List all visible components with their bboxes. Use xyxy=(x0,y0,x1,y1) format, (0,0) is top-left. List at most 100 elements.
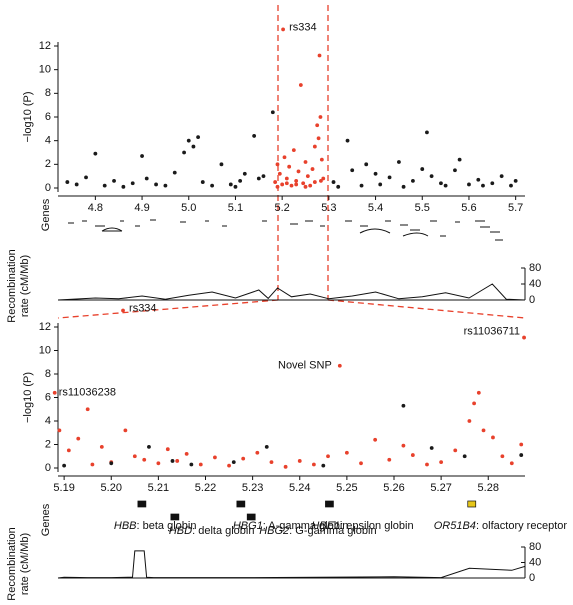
gene-symbol: HBE1 xyxy=(311,520,340,532)
snp-point xyxy=(219,162,224,167)
snp-point xyxy=(238,179,243,183)
y-axis-label: −log10 (P) xyxy=(22,372,34,423)
snp-point xyxy=(57,428,62,433)
snp-point xyxy=(213,455,217,460)
snp-point xyxy=(476,177,481,182)
gene-mark xyxy=(325,500,334,508)
snp-point xyxy=(509,183,513,188)
snp-point xyxy=(85,407,90,412)
snp-point xyxy=(294,182,299,187)
snp-point xyxy=(350,168,355,173)
snp-point xyxy=(287,164,292,169)
snp-point xyxy=(401,184,406,189)
snp-point xyxy=(467,419,472,423)
snp-point xyxy=(326,454,330,459)
y-tick-label: 10 xyxy=(39,64,51,76)
snp-point xyxy=(425,130,429,135)
gene-label: HBG2: G-gamma globin xyxy=(259,525,376,537)
snp-point xyxy=(281,27,285,32)
gene-label: HBG1: A-gamma globin xyxy=(233,520,349,532)
x-tick-label: 5.0 xyxy=(181,202,196,214)
snp-point xyxy=(296,169,301,174)
y-tick-label: 6 xyxy=(45,391,51,403)
x-tick-label: 5.24 xyxy=(289,482,310,494)
y-tick-label: 80 xyxy=(529,541,541,553)
x-tick-label: 5.4 xyxy=(368,202,383,214)
snp-point xyxy=(499,174,504,179)
snp-point xyxy=(373,437,378,442)
gene-label: HBE1: epsilon globin xyxy=(311,520,413,532)
snp-point xyxy=(255,450,260,455)
y-tick-label: 6 xyxy=(45,111,51,123)
x-tick-label: 5.27 xyxy=(430,482,451,494)
y-tick-label: 0 xyxy=(529,572,535,584)
x-tick-label: 5.2 xyxy=(275,202,290,214)
snp-point xyxy=(142,457,147,462)
snp-point xyxy=(186,138,191,143)
snp-point xyxy=(140,154,144,158)
snp-point xyxy=(269,460,274,465)
snp-point xyxy=(264,444,269,449)
snp-point xyxy=(284,176,289,181)
y-tick-label: 12 xyxy=(39,321,51,333)
snp-point xyxy=(457,157,462,162)
snp-point xyxy=(513,179,518,183)
snp-point xyxy=(319,157,324,162)
snp-point xyxy=(175,459,180,463)
snp-point xyxy=(282,155,287,160)
gene-label: HBB: beta globin xyxy=(114,520,197,532)
snp-point xyxy=(182,150,186,155)
snp-point xyxy=(147,444,151,449)
snp-point xyxy=(109,461,114,466)
snp-point xyxy=(297,459,302,463)
snp-point xyxy=(273,180,278,184)
snp-point xyxy=(319,179,323,183)
snp-point xyxy=(519,453,524,457)
snp-point xyxy=(156,461,161,466)
snp-point xyxy=(318,115,323,119)
gene-symbol: HBB xyxy=(114,520,137,532)
gene-symbol: HBG2 xyxy=(259,525,289,537)
snp-point xyxy=(410,453,415,457)
snp-point xyxy=(242,171,247,176)
snp-point xyxy=(231,460,236,465)
snp-point xyxy=(121,184,126,189)
snp-point xyxy=(321,463,326,468)
y-tick-label: 0 xyxy=(45,462,51,474)
gene-label: HBD: delta globin xyxy=(169,525,255,537)
snp-point xyxy=(411,179,415,183)
snp-point xyxy=(481,183,485,188)
snp-point xyxy=(310,167,315,171)
snp-point xyxy=(509,461,514,466)
snp-point xyxy=(275,184,280,189)
gene-description: : beta globin xyxy=(137,520,197,532)
snp-point xyxy=(123,428,128,433)
x-tick-label: 5.22 xyxy=(195,482,216,494)
snp-point xyxy=(364,162,369,167)
snp-point xyxy=(256,176,261,181)
snp-point xyxy=(196,135,201,140)
zoom-line xyxy=(57,299,279,319)
x-tick-label: 4.8 xyxy=(88,202,103,214)
snp-point xyxy=(189,462,194,467)
snp-point xyxy=(93,151,98,156)
gene-mark xyxy=(137,500,147,508)
y-tick-label: 10 xyxy=(39,344,51,356)
snp-point xyxy=(277,171,282,176)
snp-point xyxy=(191,144,196,149)
gene-description: : A-gamma globin xyxy=(263,520,349,532)
y-tick-label: 80 xyxy=(529,262,541,274)
snp-point xyxy=(476,390,481,395)
snp-point xyxy=(500,454,505,459)
snp-point xyxy=(291,148,296,153)
y-axis-label: Recombination xyxy=(6,527,18,600)
y-tick-label: 8 xyxy=(45,368,51,380)
snp-point xyxy=(321,176,326,181)
snp-point xyxy=(401,403,406,408)
gene-symbol: HBG1 xyxy=(233,520,263,532)
snp-point xyxy=(305,174,310,179)
snp-point xyxy=(373,171,378,176)
gene-description: : delta globin xyxy=(192,525,254,537)
